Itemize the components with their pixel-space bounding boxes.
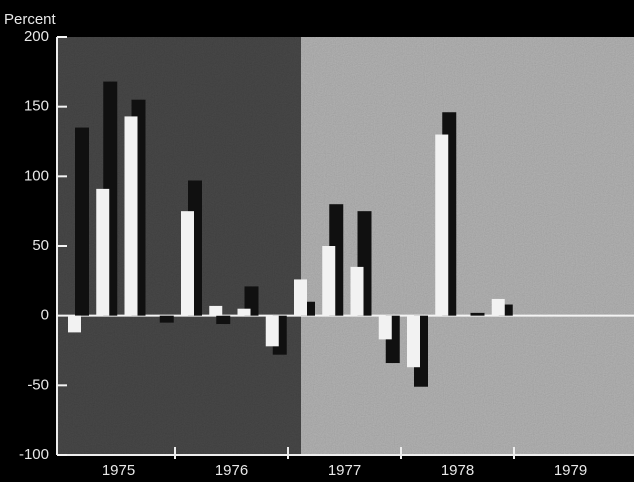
x-group-label: 1976 — [215, 462, 248, 479]
x-group-label: 1975 — [102, 462, 135, 479]
bar — [470, 312, 485, 316]
bar — [498, 304, 513, 316]
bar — [237, 308, 251, 316]
x-group-label: 1977 — [328, 462, 361, 479]
bar — [491, 298, 505, 316]
bar — [216, 315, 231, 325]
x-group-label: 1979 — [554, 462, 587, 479]
bar — [75, 127, 89, 316]
x-group-label: 1978 — [441, 462, 474, 479]
bar — [407, 315, 420, 368]
bar — [209, 305, 223, 316]
y-tick-label: 0 — [41, 307, 49, 324]
bar — [435, 134, 449, 316]
bar — [378, 315, 392, 340]
y-axis-label: Percent — [4, 11, 57, 28]
bar — [294, 279, 307, 316]
bar — [68, 315, 81, 333]
y-tick-label: 200 — [24, 28, 49, 45]
y-tick-label: 150 — [24, 98, 49, 115]
y-tick-label: -100 — [19, 446, 49, 463]
bar — [96, 188, 110, 316]
bar — [322, 246, 336, 316]
bar — [159, 315, 174, 323]
y-tick-label: 50 — [32, 237, 49, 254]
bar — [181, 211, 194, 316]
y-tick-label: -50 — [27, 376, 49, 393]
bar — [350, 266, 364, 316]
light-panel — [301, 37, 634, 455]
bar — [124, 116, 138, 316]
y-tick-label: 100 — [24, 167, 49, 184]
bar — [265, 315, 279, 347]
shaded-panel — [57, 37, 301, 455]
bar — [244, 286, 259, 316]
